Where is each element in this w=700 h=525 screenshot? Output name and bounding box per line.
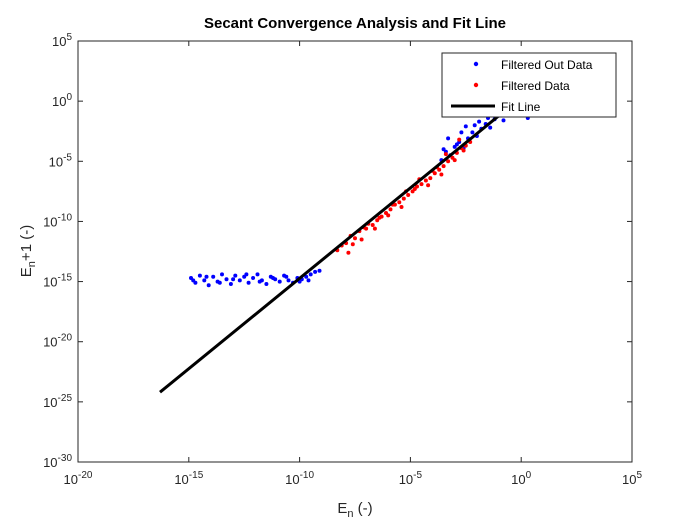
point-filtered-out-data-5	[211, 274, 216, 279]
point-filtered-data-46	[457, 137, 462, 142]
point-filtered-data-35	[399, 205, 404, 209]
x-axis-label: En (-)	[337, 500, 372, 520]
point-filtered-out-data-51	[488, 125, 493, 130]
point-filtered-data-14	[397, 200, 402, 205]
point-filtered-data-15	[401, 196, 406, 201]
chart-title: Secant Convergence Analysis and Fit Line	[204, 15, 506, 32]
legend-marker-filtered-out	[473, 61, 479, 67]
point-filtered-out-data-27	[308, 272, 313, 277]
point-filtered-data-38	[439, 172, 444, 177]
point-filtered-out-data-17	[264, 282, 269, 286]
point-filtered-out-data-35	[257, 279, 262, 284]
point-filtered-data-33	[372, 226, 377, 231]
point-filtered-out-data-39	[306, 278, 311, 283]
point-filtered-out-data-20	[277, 279, 282, 284]
point-filtered-out-data-72	[441, 147, 446, 152]
legend-label-fit-line: Fit Line	[501, 100, 541, 114]
point-filtered-data-31	[346, 250, 351, 255]
point-filtered-out-data-73	[454, 142, 459, 147]
x-tick-label-5: 105	[622, 470, 642, 487]
y-tick-label--20: 10-20	[43, 333, 72, 350]
legend-marker-filtered	[473, 82, 479, 88]
point-filtered-data-16	[406, 193, 411, 197]
point-filtered-out-data-54	[501, 118, 506, 123]
point-filtered-out-data-3	[202, 278, 207, 283]
y-tick-label--30: 10-30	[43, 453, 72, 470]
point-filtered-out-data-15	[255, 272, 260, 277]
point-filtered-out-data-4	[206, 283, 211, 288]
y-tick-label--25: 10-25	[43, 393, 72, 410]
y-axis-ticks: 10-30 10-25 10-20 10-15 10-10 10-5 100 105	[43, 32, 632, 470]
point-filtered-data-20	[423, 178, 428, 183]
point-filtered-data-50	[364, 226, 369, 231]
point-filtered-out-data-31	[204, 274, 209, 279]
point-filtered-out-data-36	[271, 276, 275, 280]
point-filtered-out-data-22	[286, 278, 291, 283]
point-filtered-out-data-9	[228, 282, 233, 286]
point-filtered-data-34	[386, 213, 391, 218]
point-filtered-data-36	[412, 187, 417, 191]
series-fit-line	[159, 92, 527, 394]
x-tick-label--5: 10-5	[399, 470, 423, 487]
point-filtered-out-data-37	[284, 274, 289, 279]
point-filtered-out-data-26	[304, 274, 309, 279]
point-filtered-data-45	[350, 242, 355, 247]
y-axis-label: En+1 (-)	[18, 225, 38, 277]
y-tick-label-0: 100	[52, 92, 72, 109]
point-filtered-out-data-2	[197, 273, 202, 278]
point-filtered-out-data-34	[244, 272, 249, 277]
y-tick-label--5: 10-5	[49, 152, 73, 169]
x-axis-ticks: 10-20 10-15 10-10 10-5 100 105	[64, 41, 642, 487]
point-filtered-out-data-10	[233, 273, 238, 278]
axes-box	[77, 40, 633, 463]
point-filtered-out-data-74	[477, 119, 482, 124]
point-filtered-out-data-30	[191, 278, 196, 283]
point-filtered-data-8	[370, 223, 375, 227]
legend-label-filtered-out: Filtered Out Data	[501, 58, 593, 72]
point-filtered-out-data-8	[224, 277, 229, 282]
point-filtered-data-12	[388, 207, 393, 212]
y-tick-label--15: 10-15	[43, 273, 72, 290]
y-tick-label--10: 10-10	[43, 212, 72, 229]
point-filtered-data-39	[452, 158, 457, 163]
point-filtered-out-data-13	[246, 280, 251, 285]
x-tick-label--10: 10-10	[285, 470, 314, 487]
x-tick-label--20: 10-20	[64, 470, 93, 487]
point-filtered-out-data-68	[463, 124, 468, 129]
point-filtered-out-data-33	[231, 277, 236, 282]
point-filtered-out-data-66	[459, 130, 464, 135]
legend: Filtered Out Data Filtered Data Fit Line	[441, 52, 617, 118]
point-filtered-data-40	[461, 148, 466, 153]
point-filtered-data-25	[446, 159, 451, 164]
point-filtered-data-37	[426, 183, 431, 188]
point-filtered-data-4	[353, 236, 357, 241]
y-tick-label-5: 105	[52, 32, 72, 49]
point-filtered-out-data-28	[313, 269, 318, 274]
point-filtered-out-data-65	[472, 123, 477, 128]
point-filtered-out-data-67	[446, 136, 451, 141]
point-filtered-out-data-29	[317, 268, 322, 273]
point-filtered-out-data-14	[251, 276, 256, 280]
point-filtered-out-data-11	[237, 278, 242, 283]
x-tick-label--15: 10-15	[174, 470, 203, 487]
point-filtered-data-24	[441, 164, 446, 169]
point-filtered-data-44	[377, 215, 382, 220]
point-filtered-data-21	[428, 176, 433, 181]
point-filtered-data-19	[419, 182, 424, 187]
point-filtered-data-32	[359, 237, 364, 242]
x-tick-label-0: 100	[511, 470, 531, 487]
point-filtered-out-data-47	[470, 130, 475, 135]
point-filtered-out-data-32	[217, 280, 222, 285]
point-filtered-out-data-7	[220, 272, 224, 277]
legend-label-filtered: Filtered Data	[501, 79, 570, 93]
point-filtered-data-41	[443, 152, 448, 157]
